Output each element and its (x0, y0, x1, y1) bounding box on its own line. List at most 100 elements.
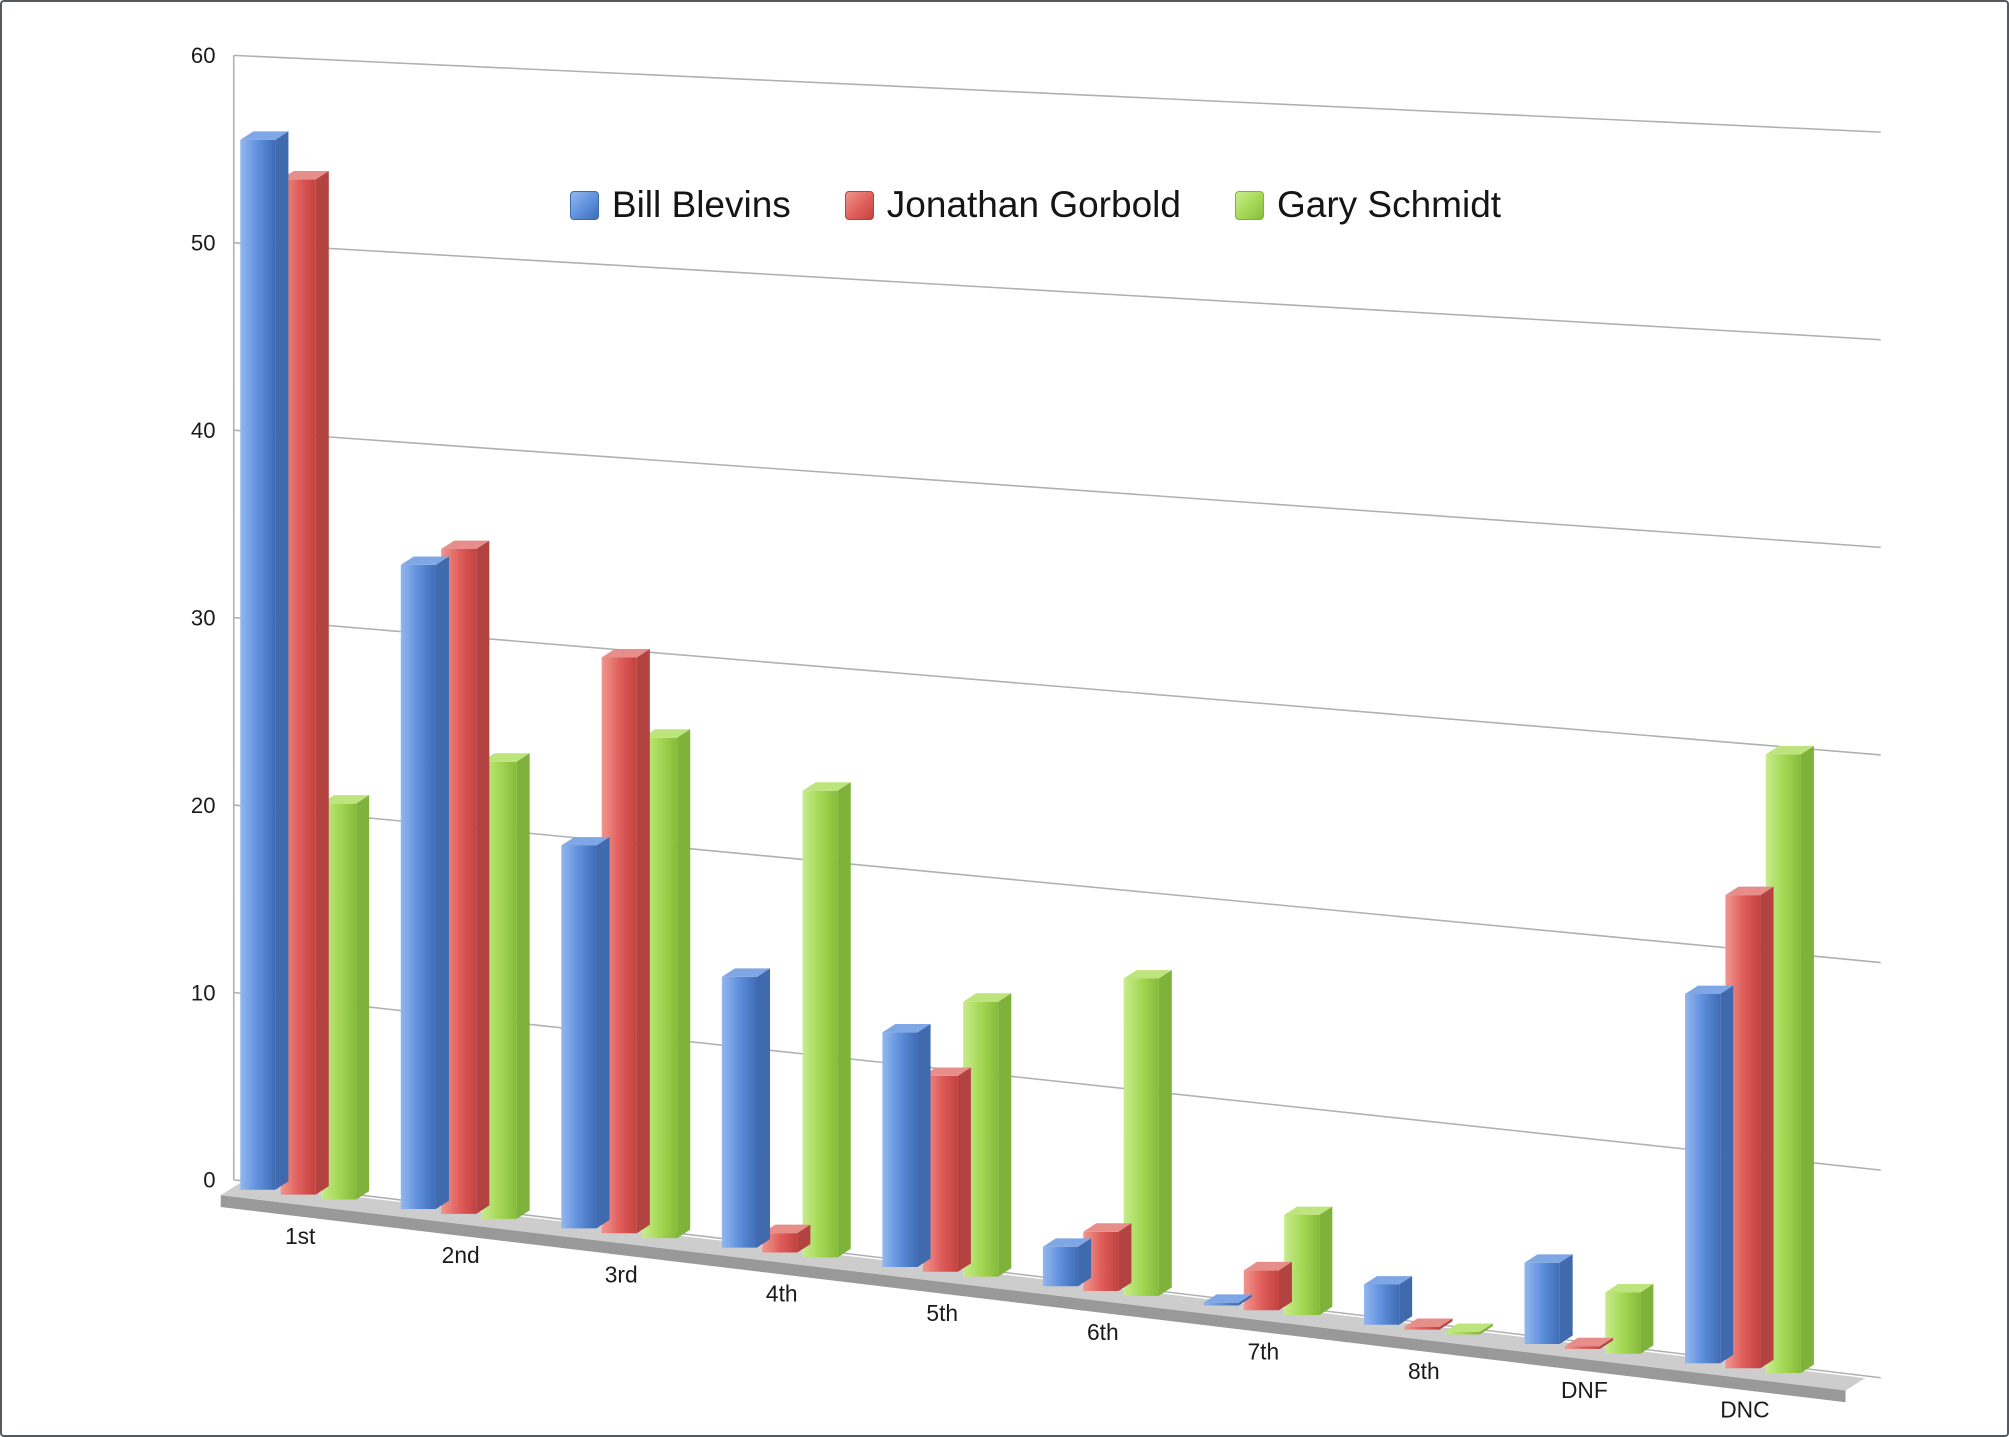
bar-side-face (1640, 1284, 1654, 1354)
bar-side-face (516, 753, 530, 1219)
bar-front-face (400, 564, 436, 1210)
bar-jonathan-gorbold-8th (1404, 1318, 1453, 1330)
bar-top-face (1444, 1323, 1493, 1332)
bar-side-face (1439, 1318, 1453, 1330)
bar-front-face (1765, 754, 1801, 1374)
bar-gary-schmidt-8th (1444, 1323, 1493, 1335)
y-axis-tick-label: 20 (191, 793, 216, 818)
bar-top-face (1284, 1206, 1333, 1216)
bar-bill-blevins-dnc (1685, 985, 1734, 1364)
y-axis-tick-label: 50 (191, 231, 216, 256)
bar-gary-schmidt-dnf (1605, 1284, 1654, 1354)
bar-jonathan-gorbold-2nd (441, 540, 490, 1214)
bar-bill-blevins-4th (721, 968, 771, 1248)
bar-front-face (441, 549, 477, 1214)
bar-front-face (963, 1001, 999, 1277)
bar-side-face (1800, 745, 1814, 1374)
bar-side-face (1720, 985, 1734, 1364)
bar-gary-schmidt-2nd (481, 753, 530, 1219)
bar-side-face (1559, 1254, 1573, 1345)
bar-gary-schmidt-4th (802, 782, 851, 1258)
bar-front-face (320, 803, 357, 1200)
bar-bill-blevins-6th (1042, 1238, 1092, 1287)
bar-top-face (1765, 745, 1814, 755)
bar-side-face (677, 729, 691, 1239)
bar-front-face (1123, 978, 1159, 1296)
bar-front-face (280, 179, 316, 1195)
bar-jonathan-gorbold-3rd (601, 648, 650, 1234)
bar-side-face (1238, 1294, 1252, 1306)
bar-top-face (1564, 1337, 1614, 1347)
bar-bill-blevins-3rd (561, 837, 610, 1229)
x-axis-category-label: DNC (1720, 1396, 1769, 1422)
x-axis-category-label: DNF (1561, 1377, 1608, 1403)
bar-front-face (1404, 1326, 1440, 1330)
bar-front-face (642, 737, 678, 1239)
bar-side-face (1600, 1337, 1614, 1349)
bar-top-face (922, 1067, 971, 1076)
gridline (233, 54, 1881, 133)
y-axis-tick-label: 0 (203, 1168, 215, 1193)
bar-jonathan-gorbold-dnc (1725, 886, 1774, 1369)
bar-top-face (963, 993, 1012, 1002)
bar-top-face (280, 170, 329, 180)
x-axis-labels: 1st 2nd 3rd 4th 5th 6th 7th 8th DNF DNC (285, 1223, 1770, 1423)
bar-top-face (240, 131, 289, 140)
bar-jonathan-gorbold-4th (762, 1224, 811, 1253)
bar-jonathan-gorbold-dnf (1564, 1337, 1614, 1349)
bar-top-face (1042, 1238, 1092, 1247)
bar-front-face (1284, 1215, 1320, 1316)
y-axis-tick-label: 10 (191, 980, 216, 1005)
bar-side-face (998, 993, 1012, 1277)
gridline (233, 429, 1881, 549)
bar-top-face (762, 1224, 811, 1234)
bar-front-face (1083, 1231, 1119, 1292)
bar-top-face (1083, 1223, 1132, 1232)
bar-top-face (1605, 1284, 1654, 1293)
bar-jonathan-gorbold-6th (1083, 1223, 1132, 1292)
bar-side-face (1479, 1323, 1493, 1335)
bars (240, 131, 1814, 1374)
bar-side-face (957, 1067, 971, 1272)
bar-jonathan-gorbold-1st (280, 170, 329, 1195)
bar-top-face (1243, 1261, 1292, 1271)
bar-front-face (1363, 1284, 1400, 1325)
bar-front-face (1444, 1331, 1480, 1335)
bar-gary-schmidt-5th (963, 993, 1012, 1277)
bar-front-face (561, 845, 597, 1229)
bar-bill-blevins-2nd (400, 556, 449, 1210)
bar-side-face (1319, 1206, 1333, 1316)
bar-top-face (1725, 886, 1774, 896)
bar-top-face (1404, 1318, 1453, 1327)
bar-front-face (1725, 895, 1761, 1369)
bar-gary-schmidt-3rd (642, 729, 691, 1239)
bar-side-face (435, 556, 449, 1210)
bar-top-face (441, 540, 490, 550)
bar-top-face (481, 753, 530, 762)
bar-front-face (1605, 1292, 1641, 1354)
bar-front-face (481, 761, 517, 1219)
bar-gary-schmidt-6th (1123, 970, 1172, 1296)
bar-top-face (1685, 985, 1734, 995)
bar-front-face (762, 1233, 798, 1253)
bar-side-face (315, 170, 329, 1195)
bar-side-face (356, 795, 370, 1200)
bar-front-face (1203, 1302, 1239, 1306)
bar-side-face (476, 540, 490, 1214)
x-axis-category-label: 5th (926, 1300, 958, 1326)
bar-top-face (882, 1023, 931, 1033)
bar-top-face (561, 837, 610, 846)
bar-side-face (275, 131, 289, 1190)
x-axis-category-label: 4th (766, 1281, 798, 1307)
x-axis-category-label: 6th (1087, 1319, 1119, 1345)
bar-front-face (240, 139, 276, 1190)
bar-front-face (922, 1075, 958, 1272)
gridlines: 0 10 20 30 40 50 60 (191, 43, 1881, 1379)
bar-front-face (1042, 1246, 1079, 1287)
bar-side-face (1118, 1223, 1132, 1292)
bar-top-face (1524, 1254, 1573, 1263)
bar-top-face (601, 648, 650, 658)
x-axis-category-label: 7th (1247, 1339, 1279, 1365)
